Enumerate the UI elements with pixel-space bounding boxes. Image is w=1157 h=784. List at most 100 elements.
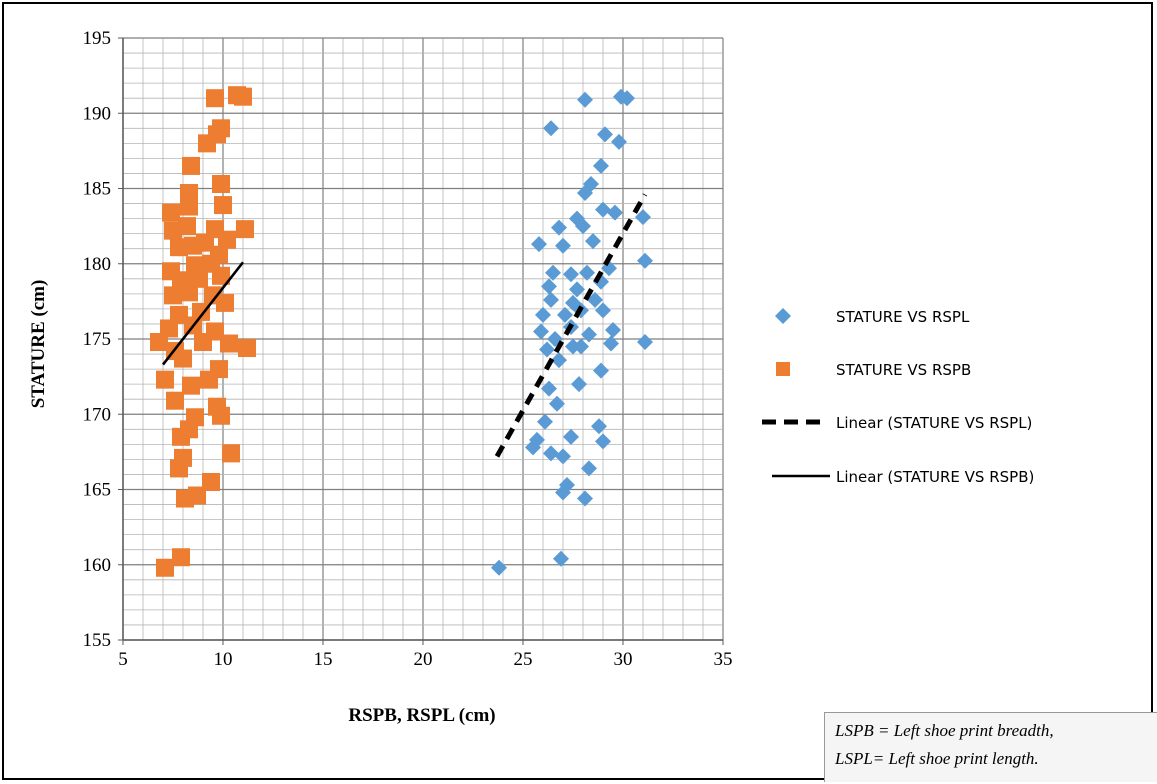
point-rspb xyxy=(164,221,182,240)
point-rspl xyxy=(591,418,607,435)
point-rspl xyxy=(585,233,601,250)
point-rspb xyxy=(196,233,214,252)
point-rspl xyxy=(541,380,557,397)
point-rspl xyxy=(565,294,581,311)
y-tick-label: 195 xyxy=(83,28,112,49)
point-rspl xyxy=(533,323,549,340)
point-rspl xyxy=(541,278,557,295)
point-rspl xyxy=(543,120,559,137)
point-rspb xyxy=(182,376,200,395)
point-rspl xyxy=(605,321,621,338)
point-rspl xyxy=(529,431,545,448)
point-rspl xyxy=(535,306,551,323)
y-tick-label: 175 xyxy=(83,329,112,350)
legend-label: Linear (STATURE VS RSPL) xyxy=(836,414,1032,432)
point-rspl xyxy=(577,91,593,108)
point-rspl xyxy=(635,209,651,226)
x-tick-label: 10 xyxy=(214,649,233,670)
point-rspb xyxy=(236,220,254,239)
point-rspb xyxy=(238,339,256,358)
point-rspb xyxy=(164,286,182,305)
point-rspb xyxy=(162,203,180,222)
point-rspl xyxy=(537,413,553,430)
x-tick-label: 15 xyxy=(314,649,333,670)
point-rspb xyxy=(206,220,224,239)
point-rspb xyxy=(180,197,198,216)
x-tick-label: 5 xyxy=(118,649,128,670)
y-tick-label: 165 xyxy=(83,480,112,501)
point-rspl xyxy=(549,395,565,412)
point-rspb xyxy=(192,302,210,321)
point-rspb xyxy=(234,87,252,106)
point-rspb xyxy=(206,89,224,108)
point-rspl xyxy=(571,376,587,393)
y-tick-label: 180 xyxy=(83,254,112,275)
point-rspb xyxy=(220,334,238,353)
point-rspb xyxy=(186,408,204,427)
legend-marker-diamond xyxy=(775,308,791,324)
point-rspl xyxy=(637,252,653,269)
point-rspl xyxy=(577,490,593,507)
point-rspb xyxy=(156,558,174,577)
point-rspb xyxy=(212,119,230,138)
tick-labels: 5 10 15 20 25 30 35 155 160 165 170 175 180 185 190 195 xyxy=(83,28,733,670)
point-rspl xyxy=(563,266,579,283)
x-tick-label: 20 xyxy=(414,649,433,670)
y-tick-label: 170 xyxy=(83,404,112,425)
point-rspl xyxy=(557,306,573,323)
x-tick-label: 30 xyxy=(614,649,633,670)
plot-marks xyxy=(150,86,653,577)
point-rspl xyxy=(579,264,595,281)
point-rspb xyxy=(160,319,178,338)
legend: STATURE VS RSPL STATURE VS RSPB Linear (ST… xyxy=(762,308,1034,486)
x-axis-title: RSPB, RSPL (cm) xyxy=(348,705,495,726)
footnote-line-1: LSPB = Left shoe print breadth, xyxy=(835,721,1054,740)
point-rspl xyxy=(555,448,571,465)
point-rspl xyxy=(595,302,611,319)
legend-label: STATURE VS RSPB xyxy=(836,361,971,379)
point-rspl xyxy=(551,352,567,369)
point-rspb xyxy=(190,269,208,288)
point-rspb xyxy=(186,256,204,275)
point-rspl xyxy=(543,291,559,308)
point-rspl xyxy=(545,264,561,281)
point-rspb xyxy=(214,196,232,215)
point-rspl xyxy=(593,157,609,174)
y-tick-label: 190 xyxy=(83,103,112,124)
point-rspb xyxy=(162,262,180,281)
point-rspl xyxy=(587,291,603,308)
point-rspl xyxy=(553,550,569,567)
point-rspb xyxy=(174,448,192,467)
point-rspl xyxy=(611,133,627,150)
trendline-rspb xyxy=(161,261,245,366)
point-rspl xyxy=(543,445,559,462)
point-rspl xyxy=(619,90,635,107)
point-rspb xyxy=(188,486,206,505)
y-tick-label: 160 xyxy=(83,555,112,576)
point-rspb xyxy=(156,370,174,389)
point-rspb xyxy=(222,444,240,463)
point-rspb xyxy=(150,333,168,352)
point-rspl xyxy=(595,433,611,450)
point-rspl xyxy=(607,204,623,221)
point-rspl xyxy=(595,201,611,218)
legend-label: Linear (STATURE VS RSPB) xyxy=(836,468,1034,486)
point-rspl xyxy=(593,362,609,379)
point-rspb xyxy=(210,360,228,379)
point-rspl xyxy=(581,460,597,477)
point-rspb xyxy=(180,184,198,203)
axes xyxy=(118,37,724,645)
point-rspb xyxy=(206,322,224,341)
point-rspl xyxy=(491,559,507,576)
trendline-rspl xyxy=(494,193,648,458)
point-rspl xyxy=(539,341,555,358)
point-rspb xyxy=(202,472,220,491)
point-rspb xyxy=(166,391,184,410)
footnote-line-2: LSPL= Left shoe print length. xyxy=(835,749,1039,768)
point-rspl xyxy=(555,237,571,254)
point-rspl xyxy=(637,334,653,351)
point-rspl xyxy=(569,210,585,227)
point-rspb xyxy=(170,238,188,257)
point-rspl xyxy=(569,281,585,298)
